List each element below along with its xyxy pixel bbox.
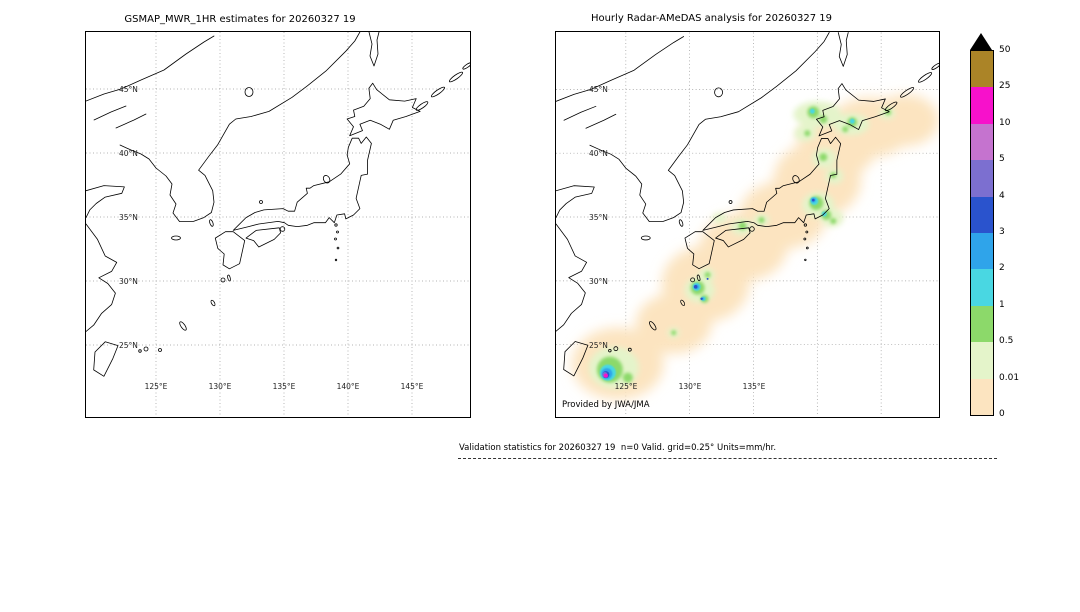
colorbar-tick-label: 50 [999,45,1011,55]
colorbar-segment [971,196,993,234]
colorbar-tick-label: 0.01 [999,373,1020,383]
lat-tick-label: 25°N [589,341,608,350]
colorbar [970,50,994,416]
gridlines [86,32,470,417]
gsmap-map-panel: 45°N 40°N 35°N 30°N 25°N 125°E 130°E 135… [85,31,471,418]
lon-tick-label: 125°E [614,382,638,391]
data-provider-credit: Provided by JWA/JMA [562,400,650,410]
lat-tick-label: 30°N [589,277,608,286]
lat-tick-label: 40°N [119,149,138,158]
colorbar-segment [971,378,993,416]
colorbar-tick-label: 3 [999,227,1005,237]
lon-tick-label: 140°E [336,382,360,391]
colorbar-segment [971,305,993,343]
colorbar-tick-label: 1 [999,300,1005,310]
lat-tick-label: 45°N [589,85,608,94]
coastlines [86,32,470,377]
lon-tick-label: 135°E [742,382,766,391]
lon-tick-label: 145°E [400,382,424,391]
validation-stats-line: Validation statistics for 20260327 19 n=… [459,443,777,453]
lat-tick-label: 35°N [119,213,138,222]
colorbar-segment [971,123,993,161]
lon-tick-label: 130°E [208,382,232,391]
colorbar-segment [971,87,993,124]
colorbar-tick-label: 5 [999,154,1005,164]
precip-magenta-layer [603,373,608,378]
lat-tick-label: 35°N [589,213,608,222]
lat-tick-label: 40°N [589,149,608,158]
dashed-separator-line [458,458,997,459]
colorbar-segment [971,233,993,270]
radar-amedas-map-panel: 45°N 40°N 35°N 30°N 25°N 125°E 130°E 135… [555,31,940,418]
lon-tick-label: 135°E [272,382,296,391]
gsmap-map [86,32,470,417]
colorbar-tick-label: 25 [999,81,1011,91]
lat-tick-label: 25°N [119,341,138,350]
colorbar-segment [971,269,993,306]
colorbar-overflow-triangle [970,33,992,50]
colorbar-tick-label: 0 [999,409,1005,419]
colorbar-tick-label: 10 [999,118,1011,128]
lon-tick-label: 130°E [678,382,702,391]
lat-tick-label: 30°N [119,277,138,286]
left-panel-title: GSMAP_MWR_1HR estimates for 20260327 19 [124,14,356,25]
right-panel-title: Hourly Radar-AMeDAS analysis for 2026032… [590,13,833,24]
colorbar-tick-label: 2 [999,263,1005,273]
lon-tick-label: 125°E [144,382,168,391]
lat-tick-label: 45°N [119,85,138,94]
colorbar-tick-label: 4 [999,191,1005,201]
colorbar-segment [971,160,993,197]
colorbar-segment [971,342,993,379]
colorbar-tick-label: 0.5 [999,336,1014,346]
radar-amedas-map [556,32,939,417]
colorbar-segment [971,51,993,88]
